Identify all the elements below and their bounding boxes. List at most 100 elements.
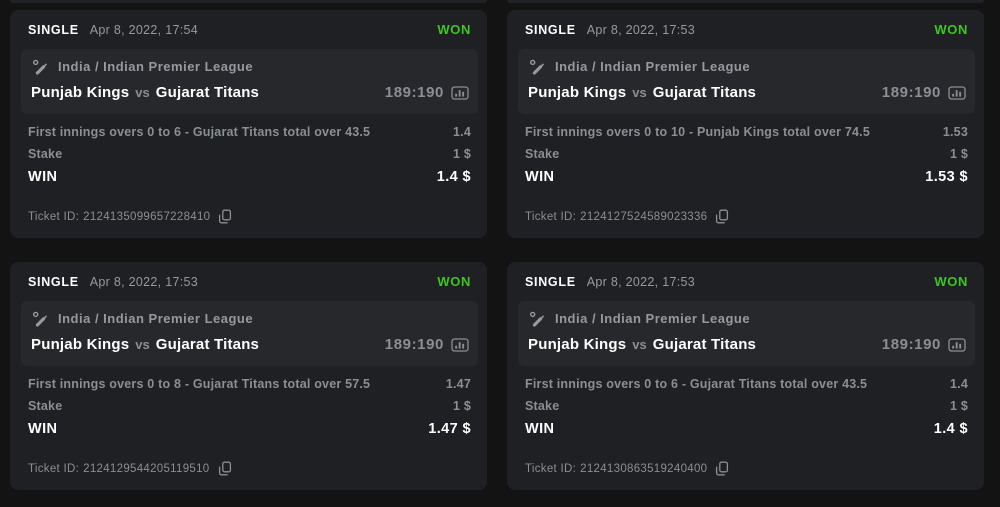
stake-row: Stake 1 $ xyxy=(525,147,968,162)
cropped-previous-row-edge xyxy=(0,0,1000,3)
league-row: India / Indian Premier League xyxy=(31,58,469,76)
stats-icon[interactable] xyxy=(948,85,966,100)
stake-value: 1 $ xyxy=(950,399,968,413)
copy-icon[interactable] xyxy=(218,209,232,224)
spacer xyxy=(28,185,471,209)
away-team: Gujarat Titans xyxy=(652,84,757,101)
match-row: Punjab Kings vs Gujarat Titans 189:190 xyxy=(528,334,966,355)
status-badge: WON xyxy=(934,22,968,37)
stake-value: 1 $ xyxy=(950,147,968,161)
match-panel: India / Indian Premier League Punjab Kin… xyxy=(518,301,975,366)
stake-row: Stake 1 $ xyxy=(28,399,471,414)
score-area: 189:190 xyxy=(385,334,469,355)
win-label: WIN xyxy=(28,169,58,185)
ticket-id-row: Ticket ID: 2124135099657228410 xyxy=(28,209,471,224)
stake-value: 1 $ xyxy=(453,147,471,161)
bet-name: First innings overs 0 to 6 - Gujarat Tit… xyxy=(28,125,371,139)
win-label: WIN xyxy=(525,421,555,437)
ticket-date: Apr 8, 2022, 17:53 xyxy=(586,23,695,37)
ticket-id-value: 2124135099657228410 xyxy=(83,210,211,223)
stake-row: Stake 1 $ xyxy=(28,147,471,162)
league-row: India / Indian Premier League xyxy=(528,58,966,76)
win-row: WIN 1.4 $ xyxy=(28,170,471,185)
win-value: 1.4 $ xyxy=(933,421,968,437)
copy-icon[interactable] xyxy=(218,461,232,476)
score-area: 189:190 xyxy=(385,82,469,103)
win-value: 1.47 $ xyxy=(428,421,471,437)
ticket-date: Apr 8, 2022, 17:53 xyxy=(586,275,695,289)
away-team: Gujarat Titans xyxy=(652,336,757,353)
stats-icon[interactable] xyxy=(451,337,469,352)
bet-name: First innings overs 0 to 8 - Gujarat Tit… xyxy=(28,377,371,391)
ticket-header: SINGLE Apr 8, 2022, 17:53 WON xyxy=(525,274,968,290)
ticket-id-value: 2124129544205119510 xyxy=(83,462,210,475)
win-value: 1.4 $ xyxy=(436,169,471,185)
bet-name: First innings overs 0 to 10 - Punjab Kin… xyxy=(525,125,871,139)
ticket-id-row: Ticket ID: 2124130863519240400 xyxy=(525,461,968,476)
league-label: India / Indian Premier League xyxy=(58,59,254,74)
bet-odds: 1.4 xyxy=(950,377,968,391)
ticket-date: Apr 8, 2022, 17:53 xyxy=(89,275,198,289)
bet-ticket-card: SINGLE Apr 8, 2022, 17:53 WON India / In… xyxy=(10,262,487,490)
league-row: India / Indian Premier League xyxy=(528,310,966,328)
spacer xyxy=(525,437,968,461)
stake-value: 1 $ xyxy=(453,399,471,413)
cricket-icon xyxy=(528,310,546,328)
stake-label: Stake xyxy=(28,147,63,161)
bet-selection-row: First innings overs 0 to 10 - Punjab Kin… xyxy=(525,125,968,140)
win-value: 1.53 $ xyxy=(925,169,968,185)
ticket-header: SINGLE Apr 8, 2022, 17:54 WON xyxy=(28,22,471,38)
stats-icon[interactable] xyxy=(451,85,469,100)
league-label: India / Indian Premier League xyxy=(58,311,254,326)
status-badge: WON xyxy=(437,274,471,289)
stats-icon[interactable] xyxy=(948,337,966,352)
match-row: Punjab Kings vs Gujarat Titans 189:190 xyxy=(528,82,966,103)
win-row: WIN 1.47 $ xyxy=(28,422,471,437)
bet-selection-row: First innings overs 0 to 8 - Gujarat Tit… xyxy=(28,377,471,392)
status-badge: WON xyxy=(437,22,471,37)
score-area: 189:190 xyxy=(882,82,966,103)
spacer xyxy=(525,185,968,209)
copy-icon[interactable] xyxy=(715,209,729,224)
cropped-card-edge xyxy=(10,0,487,3)
cricket-icon xyxy=(31,58,49,76)
vs-label: vs xyxy=(135,337,150,352)
bet-odds: 1.4 xyxy=(453,125,471,139)
bet-odds: 1.53 xyxy=(942,125,968,139)
cricket-icon xyxy=(528,58,546,76)
stake-label: Stake xyxy=(525,147,560,161)
copy-icon[interactable] xyxy=(715,461,729,476)
match-row: Punjab Kings vs Gujarat Titans 189:190 xyxy=(31,82,469,103)
match-panel: India / Indian Premier League Punjab Kin… xyxy=(518,49,975,114)
match-row: Punjab Kings vs Gujarat Titans 189:190 xyxy=(31,334,469,355)
bet-type-label: SINGLE xyxy=(525,275,576,289)
win-row: WIN 1.4 $ xyxy=(525,422,968,437)
win-row: WIN 1.53 $ xyxy=(525,170,968,185)
win-label: WIN xyxy=(28,421,58,437)
home-team: Punjab Kings xyxy=(528,84,627,101)
ticket-header: SINGLE Apr 8, 2022, 17:53 WON xyxy=(525,22,968,38)
bet-ticket-card: SINGLE Apr 8, 2022, 17:53 WON India / In… xyxy=(507,262,984,490)
bet-selection-row: First innings overs 0 to 6 - Gujarat Tit… xyxy=(28,125,471,140)
ticket-id-row: Ticket ID: 2124129544205119510 xyxy=(28,461,471,476)
league-row: India / Indian Premier League xyxy=(31,310,469,328)
league-label: India / Indian Premier League xyxy=(555,59,751,74)
ticket-id-label: Ticket ID: xyxy=(525,210,577,223)
bet-ticket-card: SINGLE Apr 8, 2022, 17:53 WON India / In… xyxy=(507,10,984,238)
bet-type-label: SINGLE xyxy=(525,23,576,37)
bet-type-label: SINGLE xyxy=(28,23,79,37)
ticket-header: SINGLE Apr 8, 2022, 17:53 WON xyxy=(28,274,471,290)
cricket-icon xyxy=(31,310,49,328)
match-score: 189:190 xyxy=(881,336,941,353)
win-label: WIN xyxy=(525,169,555,185)
ticket-id-label: Ticket ID: xyxy=(28,462,80,475)
ticket-id-label: Ticket ID: xyxy=(28,210,80,223)
away-team: Gujarat Titans xyxy=(155,336,260,353)
home-team: Punjab Kings xyxy=(31,84,130,101)
bet-ticket-card: SINGLE Apr 8, 2022, 17:54 WON India / In… xyxy=(10,10,487,238)
stake-label: Stake xyxy=(28,399,63,413)
ticket-id-row: Ticket ID: 2124127524589023336 xyxy=(525,209,968,224)
home-team: Punjab Kings xyxy=(528,336,627,353)
vs-label: vs xyxy=(632,85,647,100)
spacer xyxy=(28,437,471,461)
